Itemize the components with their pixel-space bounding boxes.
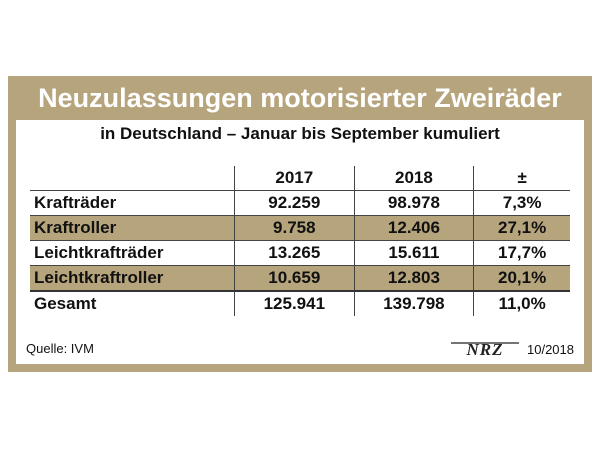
brand-block: NRZ 10/2018 <box>449 340 574 358</box>
row-label: Krafträder <box>30 190 235 216</box>
row-label: Leichtkrafträder <box>30 240 235 266</box>
value-2018: 139.798 <box>353 290 474 316</box>
row-label: Kraftroller <box>30 215 235 241</box>
value-2017: 9.758 <box>234 215 355 241</box>
column-header-change: ± <box>473 166 570 191</box>
value-change: 20,1% <box>473 265 570 292</box>
column-header-2017: 2017 <box>234 166 355 191</box>
row-label: Gesamt <box>30 290 235 316</box>
table-panel: in Deutschland – Januar bis September ku… <box>16 120 584 364</box>
nrz-logo-text: NRZ <box>466 340 504 358</box>
table-header-row: 2017 2018 ± <box>30 166 570 191</box>
value-2017: 92.259 <box>234 190 355 216</box>
value-2018: 12.406 <box>353 215 474 241</box>
value-2017: 125.941 <box>234 290 355 316</box>
table-row-leichtkraftroller: Leichtkraftroller 10.659 12.803 20,1% <box>30 265 570 292</box>
table-row-leichtkraftraeder: Leichtkrafträder 13.265 15.611 17,7% <box>30 240 570 266</box>
column-header-2018: 2018 <box>353 166 474 191</box>
value-change: 27,1% <box>473 215 570 241</box>
publication-date: 10/2018 <box>527 341 574 357</box>
value-2017: 13.265 <box>234 240 355 266</box>
row-label: Leichtkraftroller <box>30 265 235 292</box>
value-2018: 98.978 <box>353 190 474 216</box>
value-2018: 12.803 <box>353 265 474 292</box>
nrz-logo-icon: NRZ <box>451 340 519 358</box>
value-change: 11,0% <box>473 290 570 316</box>
table-row-gesamt: Gesamt 125.941 139.798 11,0% <box>30 290 570 316</box>
column-header-label <box>30 166 235 191</box>
table-row-kraftraeder: Krafträder 92.259 98.978 7,3% <box>30 190 570 216</box>
page-title: Neuzulassungen motorisierter Zweiräder <box>38 83 562 113</box>
registrations-table: 2017 2018 ± Krafträder 92.259 98.978 7,3… <box>30 166 570 316</box>
value-change: 17,7% <box>473 240 570 266</box>
value-2017: 10.659 <box>234 265 355 292</box>
value-change: 7,3% <box>473 190 570 216</box>
source-note: Quelle: IVM <box>26 341 94 356</box>
page-subtitle: in Deutschland – Januar bis September ku… <box>100 124 500 143</box>
infographic-card: Neuzulassungen motorisierter Zweiräder i… <box>8 76 592 372</box>
table-row-kraftroller: Kraftroller 9.758 12.406 27,1% <box>30 215 570 241</box>
value-2018: 15.611 <box>353 240 474 266</box>
